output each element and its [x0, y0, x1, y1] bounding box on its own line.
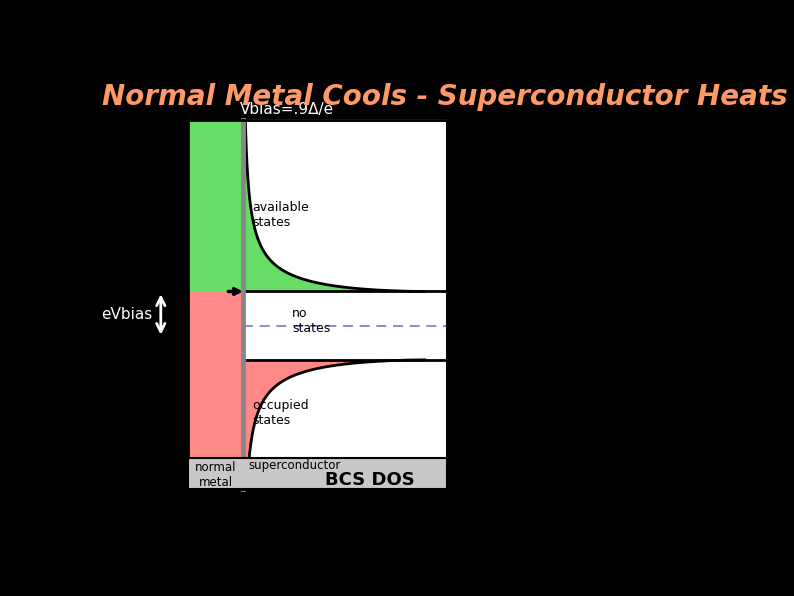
Text: no
states: no states — [292, 307, 330, 335]
Text: available
states: available states — [252, 201, 309, 229]
Text: eVbias: eVbias — [102, 307, 152, 322]
Text: Normal Metal Cools - Superconductor Heats: Normal Metal Cools - Superconductor Heat… — [102, 83, 788, 111]
Polygon shape — [243, 360, 447, 458]
Bar — [188, 120, 447, 489]
Text: Vbias=.9Δ/e: Vbias=.9Δ/e — [240, 103, 333, 117]
Bar — [188, 120, 243, 291]
Text: superconductor: superconductor — [249, 459, 341, 472]
Text: occupied
states: occupied states — [252, 399, 309, 427]
Polygon shape — [243, 120, 447, 291]
Bar — [188, 291, 243, 458]
Text: BCS DOS: BCS DOS — [325, 471, 414, 489]
Bar — [188, 458, 447, 489]
Bar — [188, 120, 447, 489]
Text: normal
metal: normal metal — [195, 461, 237, 489]
